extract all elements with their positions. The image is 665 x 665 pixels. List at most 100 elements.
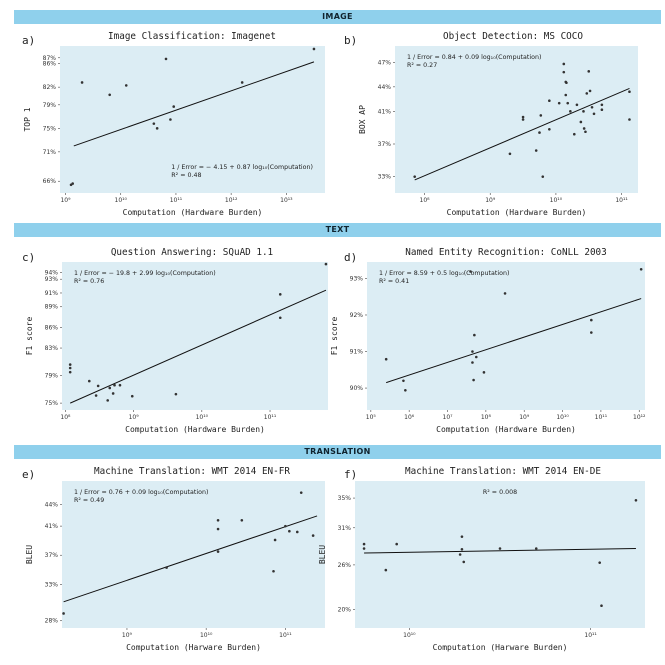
data-point xyxy=(71,182,74,185)
y-tick-label: 20% xyxy=(338,606,352,613)
data-point xyxy=(272,569,275,573)
data-point xyxy=(569,110,572,113)
y-tick-label: 31% xyxy=(338,525,352,532)
data-point xyxy=(557,101,561,105)
data-point xyxy=(600,103,604,107)
data-point xyxy=(548,99,551,103)
y-tick-label: 44% xyxy=(378,84,392,91)
y-tick-label: 82% xyxy=(43,84,57,91)
y-tick-label: 75% xyxy=(45,400,59,407)
data-point xyxy=(164,57,168,61)
data-point xyxy=(284,524,287,528)
data-point xyxy=(311,534,315,537)
data-point xyxy=(362,542,366,546)
x-axis-label: Computation (Hardware Burden) xyxy=(123,208,263,217)
data-point xyxy=(585,92,589,95)
x-tick-label: 10⁸ xyxy=(420,197,431,204)
data-point xyxy=(539,114,543,117)
y-axis-label: TOP 1 xyxy=(23,107,32,131)
annotation-text: R² = 0.76 xyxy=(74,278,104,285)
y-tick-label: 28% xyxy=(45,618,59,625)
y-tick-label: 94% xyxy=(45,269,59,276)
x-tick-label: 10¹⁰ xyxy=(550,197,563,204)
plot-area xyxy=(62,262,328,410)
y-axis-label: BLEU xyxy=(318,545,327,564)
data-point xyxy=(68,370,72,374)
data-point xyxy=(124,84,128,87)
y-tick-label: 71% xyxy=(43,149,57,156)
section-banner-text: TEXT xyxy=(14,223,661,237)
data-point xyxy=(165,566,168,569)
data-point xyxy=(395,542,398,546)
chart-title: Question Answering: SQuAD 1.1 xyxy=(111,247,273,258)
data-point xyxy=(600,108,604,111)
data-point xyxy=(590,318,593,322)
data-point xyxy=(562,70,566,74)
x-axis-label: Computation (Harware Burden) xyxy=(126,643,261,652)
y-axis-label: BLEU xyxy=(25,545,34,564)
data-point xyxy=(404,388,407,392)
x-tick-label: 10⁵ xyxy=(366,414,377,421)
regression-line xyxy=(364,548,636,554)
data-point xyxy=(68,363,72,366)
y-axis-label: BOX AP xyxy=(358,105,367,134)
data-point xyxy=(240,81,244,84)
y-tick-label: 44% xyxy=(45,501,59,508)
data-point xyxy=(592,112,596,116)
x-tick-label: 10¹⁰ xyxy=(556,414,569,421)
chart-c: c) Question Answering: SQuAD 1.1 10⁸ 10⁹ 10¹… xyxy=(22,247,328,434)
data-point xyxy=(278,316,282,320)
y-tick-label: 91% xyxy=(45,290,59,297)
y-tick-label: 26% xyxy=(338,562,352,569)
data-point xyxy=(639,268,643,271)
x-axis-label: Computation (Harware Burden) xyxy=(433,643,568,652)
y-tick-label: 92% xyxy=(350,312,364,319)
data-point xyxy=(108,386,112,390)
data-point xyxy=(384,357,388,361)
y-tick-label: 93% xyxy=(45,276,59,283)
data-point xyxy=(68,366,72,370)
annotation-text: R² = 0.008 xyxy=(483,489,517,496)
chart-f: f) Machine Translation: WMT 2014 EN-DE 10¹… xyxy=(318,466,645,652)
data-point xyxy=(94,394,98,397)
data-point xyxy=(106,399,109,402)
x-tick-label: 10¹² xyxy=(633,414,646,421)
data-point xyxy=(469,270,472,273)
annotation-text: 1 / Error = 0.84 + 0.09 log₁₀(Computatio… xyxy=(407,54,541,61)
y-tick-label: 79% xyxy=(45,373,59,380)
data-point xyxy=(240,518,244,522)
y-tick-label: 35% xyxy=(338,495,352,502)
panel-letter: c) xyxy=(22,251,35,264)
x-tick-label: 10⁹ xyxy=(129,414,140,421)
annotation-text: 1 / Error = − 4.15 + 0.87 log₁₀(Computat… xyxy=(171,164,313,171)
y-tick-label: 93% xyxy=(350,275,364,282)
data-point xyxy=(474,355,478,359)
data-point xyxy=(324,262,328,266)
y-tick-label: 91% xyxy=(350,349,364,356)
data-point xyxy=(498,547,502,550)
data-point xyxy=(472,378,475,382)
x-axis-label: Computation (Hardware Burden) xyxy=(436,425,576,434)
annotation-text: 1 / Error = 0.76 + 0.09 log₁₀(Computatio… xyxy=(74,489,208,496)
data-point xyxy=(564,93,568,97)
data-point xyxy=(172,105,176,108)
panel-letter: d) xyxy=(344,251,357,264)
y-tick-label: 37% xyxy=(45,552,59,559)
data-point xyxy=(458,553,462,556)
data-point xyxy=(572,132,576,136)
y-tick-label: 37% xyxy=(378,141,392,148)
regression-line xyxy=(386,298,642,384)
y-tick-label: 83% xyxy=(45,345,59,352)
data-point xyxy=(534,149,538,152)
data-point xyxy=(582,110,585,113)
panel-letter: f) xyxy=(344,468,357,481)
data-point xyxy=(216,550,220,553)
data-point xyxy=(174,392,178,396)
data-point xyxy=(503,292,507,295)
y-tick-label: 41% xyxy=(45,523,59,530)
data-point xyxy=(575,103,579,107)
data-point xyxy=(579,120,583,124)
y-axis-label: F1 score xyxy=(25,317,34,356)
data-point xyxy=(111,392,115,395)
